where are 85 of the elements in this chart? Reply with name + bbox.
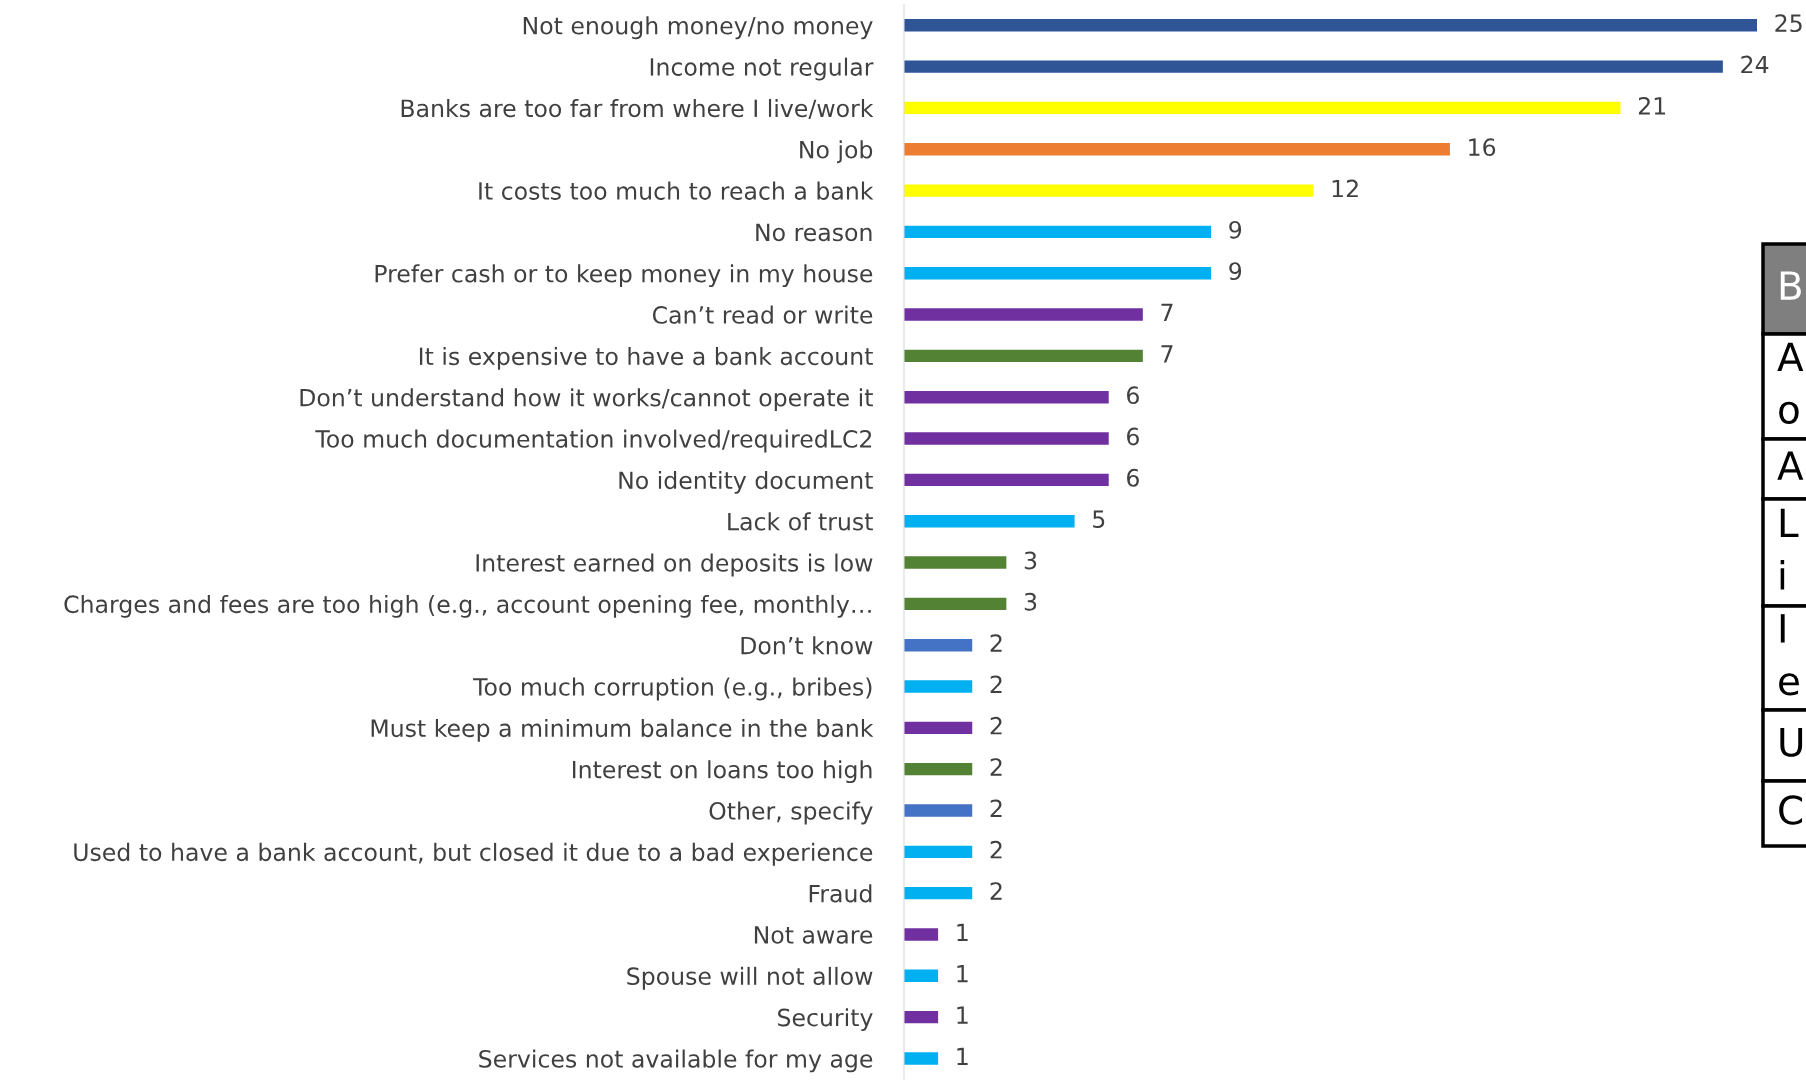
data-label: 21	[1638, 96, 1666, 115]
y-tick-label: Spouse will not allow	[627, 966, 873, 990]
data-label: 7	[1161, 345, 1173, 363]
data-label: 1	[957, 923, 968, 941]
data-label: 24	[1741, 55, 1769, 74]
data-label: 2	[990, 758, 1002, 776]
data-label: 5	[1093, 510, 1105, 529]
y-tick-label: No reason	[756, 223, 872, 242]
text: C	[1779, 795, 1803, 825]
text: I e	[1779, 614, 1799, 696]
text: B	[1780, 271, 1801, 300]
y-tick-label: Not enough money/no money	[523, 16, 873, 40]
data-label: 3	[1024, 592, 1037, 611]
y-tick-label: Services not available for my age	[479, 1049, 873, 1073]
y-tick-label: Too much corruption (e.g., bribes)	[473, 677, 872, 701]
bar	[904, 597, 1007, 611]
data-label: 2	[990, 882, 1002, 900]
y-tick-label: Lack of trust	[728, 512, 873, 531]
y-tick-label: It costs too much to reach a bank	[479, 181, 874, 200]
data-label: 6	[1127, 427, 1139, 446]
bar	[904, 515, 1075, 528]
y-tick-label: Charges and fees are too high (e.g., account opening fee, monthly…	[64, 594, 871, 618]
y-tick-label: No job	[800, 140, 873, 164]
bar	[904, 308, 1143, 321]
y-tick-label: Can’t read or write	[652, 305, 873, 324]
bar	[904, 267, 1212, 280]
data-label: 12	[1332, 179, 1358, 198]
text: L i	[1780, 508, 1799, 590]
data-label: 3	[1024, 551, 1037, 570]
data-label: 7	[1161, 303, 1173, 322]
data-label: 1	[957, 1006, 968, 1024]
data-label: 9	[1229, 220, 1242, 239]
bar	[904, 432, 1109, 445]
bar	[904, 101, 1621, 115]
bar	[904, 19, 1757, 32]
bar	[904, 804, 973, 817]
y-tick-label: Used to have a bank account, but closed it due to a bad experience	[74, 842, 873, 866]
data-label: 6	[1127, 468, 1139, 487]
bar	[904, 225, 1212, 239]
y-tick-label: Interest on loans too high	[573, 760, 872, 784]
bar	[904, 60, 1723, 73]
bar	[904, 886, 973, 900]
bar	[904, 473, 1109, 487]
text: U	[1780, 727, 1803, 757]
bar	[904, 1052, 939, 1065]
data-label: 6	[1127, 386, 1139, 405]
bar	[904, 721, 973, 735]
y-tick-label: Income not regular	[650, 57, 874, 81]
y-tick-label: Must keep a minimum balance in the bank	[371, 718, 874, 742]
y-tick-label: Other, specify	[709, 801, 873, 825]
y-tick-label: Banks are too far from where I live/work	[401, 98, 874, 120]
data-label: 2	[990, 716, 1002, 735]
data-label: 1	[957, 1047, 968, 1065]
data-label: 2	[990, 675, 1002, 694]
data-label: 1	[957, 965, 968, 983]
data-label: 16	[1469, 138, 1496, 157]
bar	[904, 349, 1143, 363]
y-tick-label: Don’t know	[741, 636, 873, 655]
bar	[904, 969, 939, 983]
bar	[904, 680, 973, 693]
bar	[904, 1010, 939, 1024]
y-tick-label: Fraud	[809, 884, 872, 903]
y-tick-label: Not aware	[754, 926, 873, 944]
bar	[904, 762, 973, 776]
y-tick-label: Interest earned on deposits is low	[476, 553, 873, 577]
bar	[904, 556, 1007, 569]
y-tick-label: Don’t understand how it works/cannot operate it	[300, 388, 873, 412]
bar	[904, 143, 1450, 156]
y-tick-label: Security	[778, 1008, 873, 1032]
data-label: 2	[990, 634, 1002, 652]
data-label: 2	[990, 840, 1002, 859]
y-tick-label: No identity document	[619, 470, 873, 494]
bar	[904, 184, 1314, 197]
data-label: 9	[1229, 262, 1242, 281]
y-tick-label: Too much documentation involved/requiredLC2	[315, 429, 872, 453]
data-label: 25	[1775, 14, 1802, 33]
y-tick-label: It is expensive to have a bank account	[419, 346, 873, 370]
text: A o	[1777, 342, 1804, 424]
bar	[904, 638, 973, 652]
bar	[904, 391, 1109, 404]
y-tick-label: Prefer cash or to keep money in my house	[375, 264, 873, 288]
data-label: 2	[990, 799, 1002, 818]
bar	[904, 928, 939, 941]
text: A	[1777, 451, 1804, 480]
bar	[904, 845, 973, 859]
